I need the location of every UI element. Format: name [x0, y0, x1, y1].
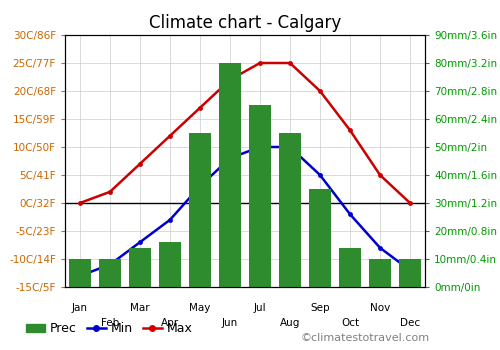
Text: May: May: [190, 303, 210, 313]
Bar: [279, 133, 301, 287]
Bar: [129, 248, 151, 287]
Bar: [69, 259, 91, 287]
Text: Nov: Nov: [370, 303, 390, 313]
Text: Oct: Oct: [341, 318, 359, 329]
Bar: [99, 259, 121, 287]
Text: Apr: Apr: [161, 318, 179, 329]
Text: Mar: Mar: [130, 303, 150, 313]
Bar: [369, 259, 391, 287]
Text: Jan: Jan: [72, 303, 88, 313]
Text: Aug: Aug: [280, 318, 300, 329]
Text: Sep: Sep: [310, 303, 330, 313]
Bar: [159, 242, 181, 287]
Text: Dec: Dec: [400, 318, 420, 329]
Bar: [189, 133, 211, 287]
Text: Jul: Jul: [254, 303, 266, 313]
Bar: [399, 259, 421, 287]
Bar: [309, 189, 331, 287]
Bar: [219, 63, 241, 287]
Bar: [249, 105, 271, 287]
Text: ©climatestotravel.com: ©climatestotravel.com: [300, 333, 429, 343]
Title: Climate chart - Calgary: Climate chart - Calgary: [149, 14, 341, 32]
Legend: Prec, Min, Max: Prec, Min, Max: [21, 317, 198, 340]
Text: Feb: Feb: [101, 318, 119, 329]
Text: Jun: Jun: [222, 318, 238, 329]
Bar: [339, 248, 361, 287]
